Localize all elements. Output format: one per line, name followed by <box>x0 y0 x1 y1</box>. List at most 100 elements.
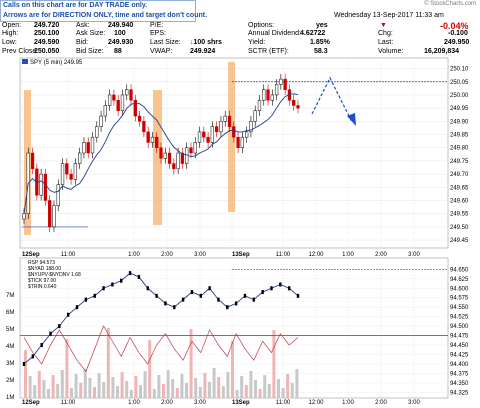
candle-body <box>292 99 296 106</box>
candle-body <box>176 152 180 170</box>
sctr-label: SCTR (ETF): <box>248 48 289 55</box>
rsp-y-tick: 94.600 <box>450 286 469 292</box>
candle-body <box>167 152 172 164</box>
volume-y-tick: 1M <box>6 395 14 401</box>
price-y-tick: 249.90 <box>450 119 469 125</box>
spy-legend: SPY (5 min) 249.95 <box>30 60 83 66</box>
price-y-tick: 249.65 <box>450 185 469 191</box>
bid-value: 249.930 <box>108 39 134 46</box>
rsp-candle <box>243 293 247 298</box>
pe-label: P/E: <box>150 22 164 29</box>
rsp-y-tick: 94.550 <box>450 305 469 311</box>
rsp-candle <box>40 343 43 348</box>
note-line-2: Arrows are for DIRECTION ONLY, time and … <box>3 12 208 19</box>
volume-bar <box>134 376 138 398</box>
candle-body <box>48 200 52 228</box>
arrow-head-icon <box>347 113 356 126</box>
volume-y-tick: 7M <box>6 293 14 299</box>
ask-size-value: 100 <box>114 30 126 37</box>
rsp-candle <box>226 305 229 310</box>
lower-x-tick: 2:00 <box>161 400 173 406</box>
candle-body <box>86 142 90 154</box>
candle-body <box>73 163 78 180</box>
price-y-tick: 249.75 <box>450 159 469 165</box>
stockcharts-watermark: © StockCharts.com <box>424 1 476 7</box>
rsp-y-tick: 94.525 <box>450 315 469 321</box>
candle-body <box>78 152 82 164</box>
volume-bar <box>235 390 239 398</box>
volume-bar <box>74 374 78 398</box>
candle-body <box>202 131 206 138</box>
rsp-candle <box>199 293 202 298</box>
lower-x-tick: 3:00 <box>408 400 420 406</box>
candle-body <box>180 152 185 164</box>
volume-bar <box>267 384 271 398</box>
volume-bar <box>83 369 87 398</box>
candle-body <box>197 131 202 143</box>
lower-x-tick: 1:00 <box>342 400 354 406</box>
volume-bar <box>148 340 152 398</box>
day-trade-note: Calls on this chart are for DAY TRADE on… <box>0 0 208 22</box>
candle-body <box>270 94 274 101</box>
rsp-y-tick: 94.650 <box>450 267 469 273</box>
change-percent: -0.04% <box>440 21 469 31</box>
volume-bar <box>286 374 290 398</box>
volume-bar <box>102 382 106 398</box>
rsp-candle <box>102 286 105 291</box>
candle-body <box>296 105 300 109</box>
candle-body <box>266 89 270 101</box>
rsp-candle <box>164 301 167 306</box>
volume-bar <box>47 389 50 398</box>
vwap-value: 249.924 <box>190 48 216 55</box>
lower-x-tick: 12:00 <box>308 400 324 406</box>
volume-bar <box>208 382 211 398</box>
ask-label: Ask: <box>76 22 90 29</box>
bid-size-value: 88 <box>114 48 122 55</box>
volume-bar <box>295 369 299 398</box>
volume-bar <box>171 379 175 398</box>
rsp-candle <box>22 361 26 366</box>
eps-label: EPS: <box>150 30 166 37</box>
lower-legend-entry: $TICK 97.00 <box>28 278 56 284</box>
candle-body <box>133 99 137 117</box>
volume-bar <box>194 378 198 398</box>
candle-body <box>159 147 163 159</box>
candle-body <box>163 152 167 159</box>
volume-bar <box>106 328 110 398</box>
volume-bar <box>125 381 129 398</box>
rsp-candle <box>234 301 238 306</box>
volume-bar <box>162 384 165 398</box>
rsp-line <box>23 272 299 365</box>
candle-body <box>206 136 210 143</box>
last-label: Last: <box>378 39 394 46</box>
lower-x-tick: 3:00 <box>194 400 206 406</box>
rsp-candle <box>128 271 132 276</box>
rsp-candle <box>287 286 291 291</box>
high-value: 250.100 <box>34 30 60 37</box>
volume-bar <box>189 329 193 398</box>
volume-bar <box>129 390 133 398</box>
trin-line <box>23 325 299 373</box>
rsp-candle <box>252 297 256 302</box>
lower-x-tick: 12Sep <box>22 400 40 406</box>
volume-bar <box>231 341 234 398</box>
volume-bar <box>79 383 83 398</box>
volume-bar <box>290 383 294 398</box>
price-x-tick: 1:00 <box>342 252 354 258</box>
candle-body <box>137 115 142 122</box>
volume-bar <box>198 387 202 398</box>
price-y-tick: 250.05 <box>450 80 469 86</box>
candle-body <box>244 131 249 138</box>
open-label: Open: <box>2 22 22 29</box>
rsp-candle <box>120 278 123 283</box>
candle-body <box>107 94 112 106</box>
price-x-tick: 3:00 <box>194 252 206 258</box>
candle-body <box>219 121 223 133</box>
time-highlight <box>228 62 235 212</box>
volume-bar <box>93 387 96 398</box>
spy-legend-swatch <box>22 59 28 64</box>
volume-bar <box>249 371 253 398</box>
rsp-candle <box>58 324 61 329</box>
candle-body <box>43 173 48 201</box>
candle-body <box>262 89 266 101</box>
